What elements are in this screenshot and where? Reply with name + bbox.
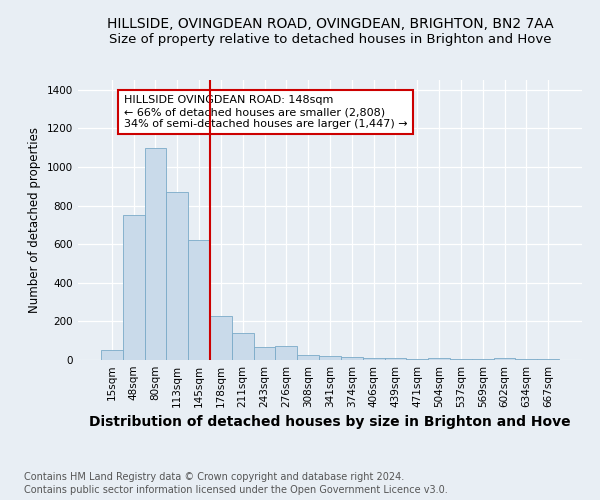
Bar <box>188 240 210 360</box>
Bar <box>123 215 145 360</box>
Bar <box>341 357 363 360</box>
Bar <box>494 358 515 360</box>
Y-axis label: Number of detached properties: Number of detached properties <box>28 127 41 313</box>
Bar <box>385 358 406 360</box>
Bar <box>297 355 319 360</box>
Bar <box>275 346 297 360</box>
Text: HILLSIDE, OVINGDEAN ROAD, OVINGDEAN, BRIGHTON, BN2 7AA: HILLSIDE, OVINGDEAN ROAD, OVINGDEAN, BRI… <box>107 18 553 32</box>
Text: Contains public sector information licensed under the Open Government Licence v3: Contains public sector information licen… <box>24 485 448 495</box>
Bar <box>166 192 188 360</box>
Text: HILLSIDE OVINGDEAN ROAD: 148sqm
← 66% of detached houses are smaller (2,808)
34%: HILLSIDE OVINGDEAN ROAD: 148sqm ← 66% of… <box>124 96 407 128</box>
Bar <box>537 359 559 360</box>
Bar <box>210 316 232 360</box>
X-axis label: Distribution of detached houses by size in Brighton and Hove: Distribution of detached houses by size … <box>89 416 571 430</box>
Text: Contains HM Land Registry data © Crown copyright and database right 2024.: Contains HM Land Registry data © Crown c… <box>24 472 404 482</box>
Text: Size of property relative to detached houses in Brighton and Hove: Size of property relative to detached ho… <box>109 32 551 46</box>
Bar <box>428 358 450 360</box>
Bar <box>319 356 341 360</box>
Bar <box>101 350 123 360</box>
Bar <box>232 333 254 360</box>
Bar <box>145 148 166 360</box>
Bar <box>254 348 275 360</box>
Bar <box>363 358 385 360</box>
Bar <box>406 359 428 360</box>
